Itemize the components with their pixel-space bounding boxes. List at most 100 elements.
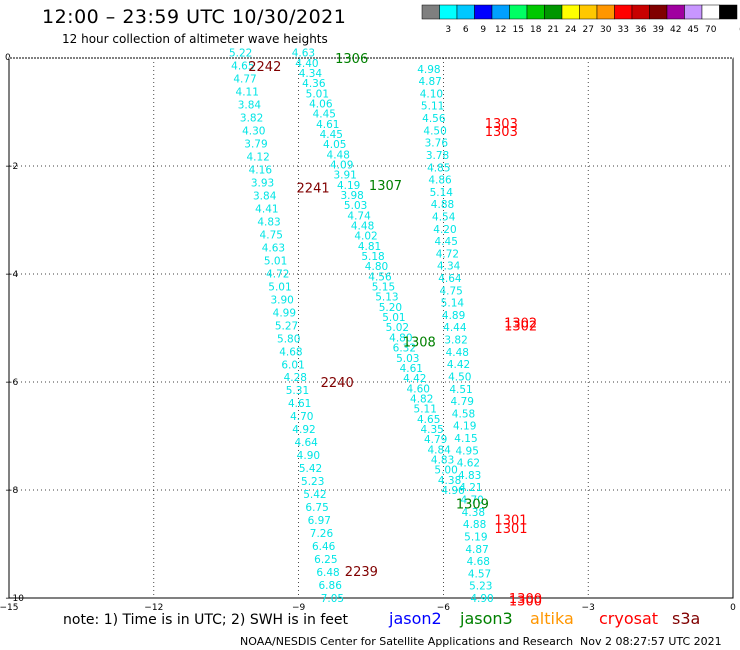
wave-height-value: 5.11 [414,404,437,416]
wave-height-value: 4.36 [302,78,326,90]
wave-height-value: 5.42 [303,489,326,501]
wave-height-value: 4.15 [454,433,477,445]
wave-height-value: 4.62 [457,458,480,470]
wave-height-value: 4.65 [417,414,440,426]
wave-height-value: 5.03 [344,200,367,212]
wave-height-value: 4.87 [465,544,488,556]
wave-height-value: 4.06 [309,98,333,110]
wave-height-value: 5.14 [441,298,465,310]
wave-height-value: 4.50 [423,125,446,137]
wave-height-value: 4.75 [439,285,462,297]
wave-height-value: 3.76 [425,138,449,150]
note-text: note: 1) Time is in UTC; 2) SWH is in fe… [63,612,349,628]
wave-height-value: 4.99 [273,307,296,319]
y-tick-label: −4 [5,270,19,280]
colorbar-tick-label: 30 [600,25,612,35]
credit-text: NOAA/NESDIS Center for Satellite Applica… [240,635,574,648]
wave-height-value: 4.34 [299,68,323,80]
wave-height-value: 4.64 [438,273,462,285]
y-tick-label: 0 [5,53,11,63]
wave-height-value: 6.25 [314,554,337,566]
wave-height-value: 5.23 [301,476,324,488]
wave-height-value: 5.42 [299,463,322,475]
wave-height-value: 4.09 [330,159,353,171]
x-tick-label: −12 [144,603,163,613]
generation-timestamp: Nov 2 08:27:57 UTC 2021 [580,635,722,648]
pass-number-label: 1301 [494,514,527,529]
wave-height-value: 4.20 [433,224,456,236]
y-tick-label: −2 [5,162,18,172]
wave-height-value: 4.35 [420,424,443,436]
wave-height-value: 4.80 [365,261,388,273]
wave-height-value: 4.51 [449,384,472,396]
pass-number-label: 1302 [504,317,537,332]
x-tick-label: −3 [582,603,595,613]
wave-height-value: 5.20 [379,302,402,314]
wave-height-value: 7.26 [310,528,334,540]
wave-height-value: 4.81 [358,241,381,253]
wave-height-value: 4.58 [452,408,475,420]
y-tick-label: −8 [5,486,19,496]
wave-height-value: 4.16 [249,164,273,176]
wave-height-value: 4.34 [437,261,461,273]
wave-height-value: 4.42 [447,359,470,371]
wave-height-value: 4.83 [257,216,280,228]
wave-height-value: 4.92 [292,424,315,436]
wave-height-value: 3.78 [426,150,449,162]
wave-height-value: 4.05 [323,139,346,151]
wave-height-value: 6.97 [308,515,331,527]
wave-height-value: 4.83 [431,454,454,466]
chart-title: 12:00 – 23:59 UTC 10/30/2021 [42,6,347,28]
pass-number-label: 1307 [369,179,402,194]
colorbar-tick-label: 39 [653,25,665,35]
wave-height-value: 4.90 [297,450,320,462]
wave-height-value: 4.86 [428,175,452,187]
wave-height-value: 4.96 [441,485,465,497]
wave-height-value: 4.56 [368,271,392,283]
y-tick-label: −10 [5,594,24,604]
legend-altika: altika [530,609,574,628]
wave-height-value: 4.89 [442,310,465,322]
pass-number-label: 1306 [335,52,368,67]
wave-height-value: 4.79 [424,434,447,446]
wave-height-value: 4.83 [458,470,481,482]
wave-height-value: 4.45 [313,109,336,121]
wave-height-value: 5.14 [430,187,454,199]
wave-height-value: 4.72 [436,248,459,260]
colorbar-tick-label: 15 [513,25,524,35]
wave-height-value: 4.95 [456,445,479,457]
wave-height-value: 5.22 [229,48,252,60]
wave-height-value: 4.77 [233,74,256,86]
colorbar-tick-label: 18 [530,25,542,35]
wave-height-value: 4.48 [351,221,374,233]
wave-height-value: 4.60 [407,383,430,395]
wave-height-value: 4.74 [347,210,371,222]
wave-height-value: 5.23 [469,581,492,593]
wave-height-value: 5.80 [277,333,300,345]
wave-height-value: 4.38 [462,507,485,519]
pass-number-label: 2241 [297,182,330,197]
pass-number-label: 1301 [494,522,527,537]
wave-height-value: 3.82 [444,335,467,347]
pass-number-label: 1308 [403,336,436,351]
wave-height-value: 5.00 [434,465,457,477]
wave-height-value: 3.91 [333,170,356,182]
wave-height-value: 4.70 [460,495,483,507]
wave-height-value: 3.79 [244,139,267,151]
wave-height-value: 4.75 [260,229,283,241]
wave-height-value: 4.19 [337,180,360,192]
colorbar-tick-label: 9 [480,25,486,35]
wave-height-value: 4.54 [432,211,456,223]
wave-height-value: 4.61 [288,398,311,410]
wave-height-value: 5.01 [264,255,287,267]
wave-height-value: 4.57 [468,568,491,580]
wave-height-value: 4.64 [294,437,318,449]
wave-height-value: 4.56 [422,113,446,125]
wave-height-value: 4.21 [459,482,482,494]
wave-height-value: 5.02 [386,322,409,334]
legend-jason3: jason3 [460,609,513,628]
wave-height-value: 4.82 [410,393,433,405]
wave-height-value: 4.90 [470,593,493,605]
